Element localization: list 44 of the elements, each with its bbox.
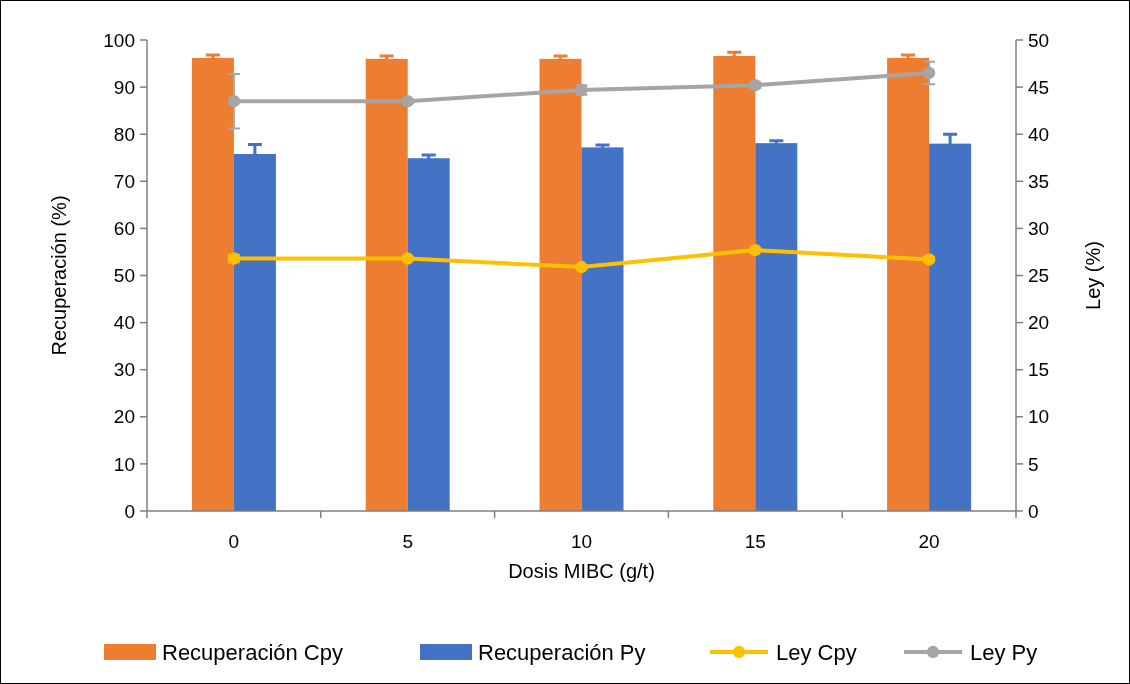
x-tick-label: 10: [570, 530, 593, 552]
bar: [365, 58, 408, 511]
y-tick-label: 30: [113, 359, 135, 381]
point: [749, 243, 762, 257]
legend-label: Recuperación Cpy: [162, 639, 343, 665]
y2-tick-label: 0: [1028, 500, 1039, 522]
point: [575, 260, 588, 274]
y-tick-label: 40: [113, 312, 135, 334]
y2-tick-label: 40: [1028, 123, 1050, 145]
legend-label: Ley Py: [970, 639, 1038, 665]
x-axis-title: Dosis MIBC (g/t): [508, 560, 655, 582]
y2-tick-label: 50: [1028, 29, 1050, 51]
y2-tick-label: 25: [1028, 265, 1050, 287]
y-tick-label: 50: [113, 265, 135, 287]
y-tick-label: 20: [113, 406, 135, 428]
legend-label: Recuperación Py: [478, 639, 646, 665]
y-tick-label: 10: [113, 453, 135, 475]
y-tick-label: 90: [113, 76, 135, 98]
y2-tick-label: 15: [1028, 359, 1050, 381]
x-tick-label: 5: [402, 530, 413, 552]
bar: [191, 57, 234, 511]
y2-tick-label: 20: [1028, 312, 1050, 334]
y2-axis-title: Ley (%): [1082, 241, 1104, 310]
y2-tick-label: 5: [1028, 453, 1039, 475]
bar: [755, 143, 798, 511]
legend-label: Ley Cpy: [776, 639, 857, 665]
x-tick-label: 20: [918, 530, 940, 552]
bar: [887, 57, 930, 511]
y2-tick-label: 35: [1028, 170, 1050, 192]
y-tick-label: 0: [124, 500, 135, 522]
y2-tick-label: 10: [1028, 406, 1050, 428]
x-tick-label: 0: [228, 530, 240, 552]
y-axis-title: Recuperación (%): [48, 195, 70, 356]
bar: [539, 58, 582, 511]
y-tick-label: 60: [113, 218, 135, 240]
y2-tick-label: 30: [1028, 218, 1050, 240]
y-tick-label: 80: [113, 123, 135, 145]
y2-tick-label: 45: [1028, 76, 1050, 98]
x-tick-label: 15: [744, 530, 766, 552]
y-tick-label: 70: [113, 170, 135, 192]
bar: [581, 147, 624, 511]
point: [227, 95, 241, 108]
point: [922, 66, 936, 80]
y-tick-label: 100: [103, 29, 135, 51]
